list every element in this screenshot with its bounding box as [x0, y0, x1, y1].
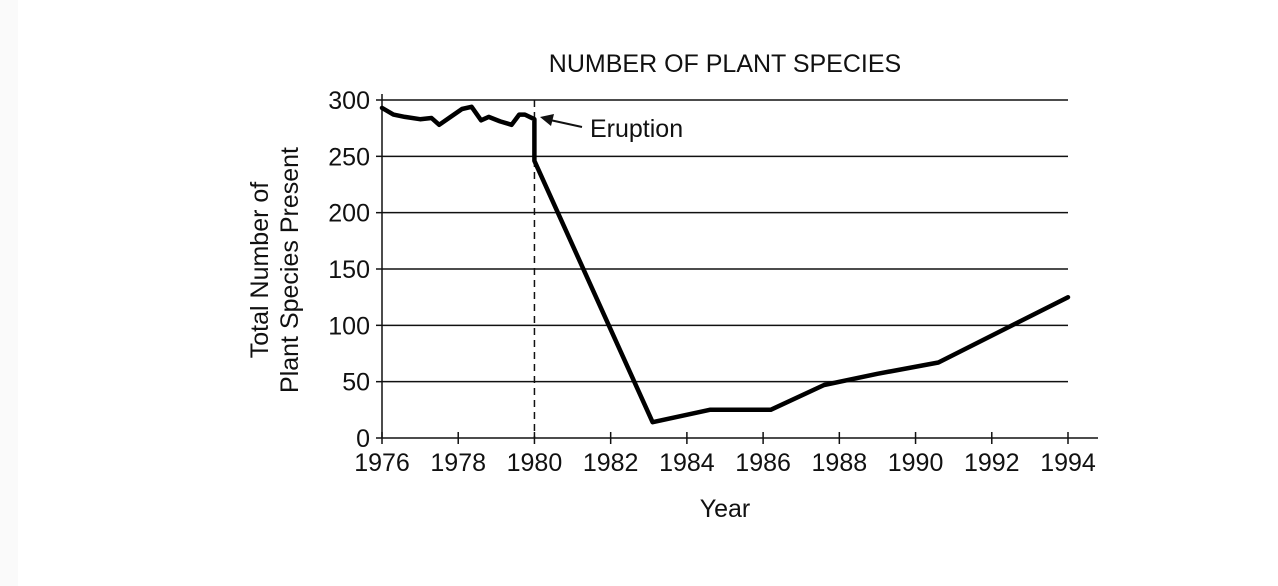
x-tick-label-1976: 1976: [354, 449, 410, 477]
y-tick-label-50: 50: [342, 369, 370, 397]
y-tick-label-250: 250: [328, 143, 370, 171]
y-tick-label-300: 300: [328, 87, 370, 115]
y-tick-label-200: 200: [328, 200, 370, 228]
x-tick-label-1988: 1988: [812, 449, 868, 477]
x-tick-label-1978: 1978: [430, 449, 486, 477]
y-axis-label-line-1: Total Number of: [246, 182, 274, 359]
y-tick-label-150: 150: [328, 256, 370, 284]
annotation-arrowhead: [540, 114, 554, 126]
x-tick-label-1982: 1982: [583, 449, 639, 477]
x-tick-label-1984: 1984: [659, 449, 715, 477]
page: 0 50 100 150 200 250 300 1976 1978 1980 1982 1984 19…: [18, 0, 1278, 586]
chart: 0 50 100 150 200 250 300 1976 1978 1980 1982 1984 19…: [246, 50, 1098, 523]
tick-labels: 0 50 100 150 200 250 300 1976 1978 1980 1982 1984 19…: [328, 87, 1096, 477]
gridlines: [382, 99, 1068, 383]
x-tick-label-1986: 1986: [735, 449, 791, 477]
annotation-label: Eruption: [590, 115, 683, 143]
y-axis-label-line-2: Plant Species Present: [276, 147, 304, 393]
y-tick-label-0: 0: [356, 425, 370, 453]
eruption-annotation: Eruption: [540, 114, 683, 143]
x-tick-label-1994: 1994: [1040, 449, 1096, 477]
x-axis-label: Year: [700, 495, 751, 523]
series-line: [379, 104, 1071, 425]
y-tick-label-100: 100: [328, 312, 370, 340]
axes: [376, 94, 1098, 444]
x-tick-label-1992: 1992: [964, 449, 1020, 477]
x-tick-label-1990: 1990: [888, 449, 944, 477]
x-tick-label-1980: 1980: [507, 449, 563, 477]
chart-title: NUMBER OF PLANT SPECIES: [549, 50, 901, 78]
annotation-arrow: [549, 119, 583, 128]
